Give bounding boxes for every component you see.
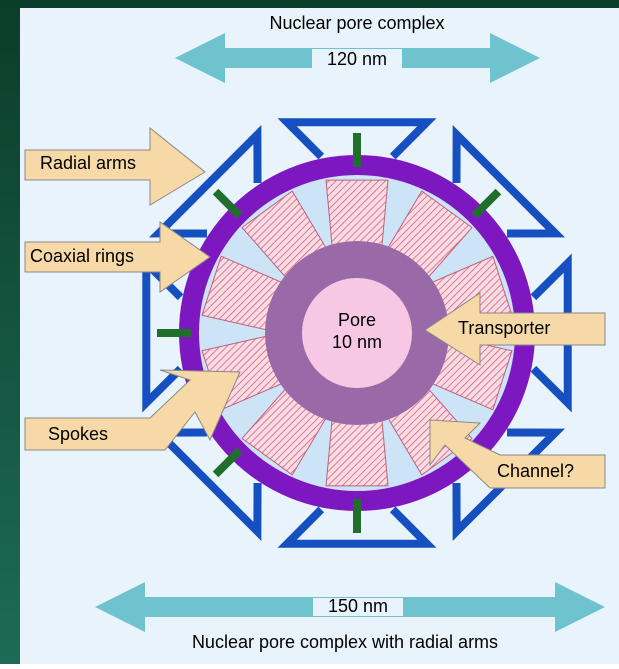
callout-label: Transporter [458, 318, 550, 338]
top-label: Nuclear pore complex [269, 13, 444, 33]
pore-label: Pore [338, 310, 376, 330]
diagram: Nuclear pore complex 120 nm Pore10 nm Ra… [0, 0, 619, 664]
bottom-width: 150 nm [328, 596, 388, 616]
spoke [326, 180, 388, 246]
pore-size: 10 nm [332, 332, 382, 352]
callout-label: Coaxial rings [30, 246, 134, 266]
top-width: 120 nm [327, 49, 387, 69]
callout-label: Radial arms [40, 153, 136, 173]
bottom-label: Nuclear pore complex with radial arms [192, 632, 498, 652]
callout-label: Channel? [497, 461, 574, 481]
spoke [326, 419, 388, 485]
callout-label: Spokes [48, 424, 108, 444]
